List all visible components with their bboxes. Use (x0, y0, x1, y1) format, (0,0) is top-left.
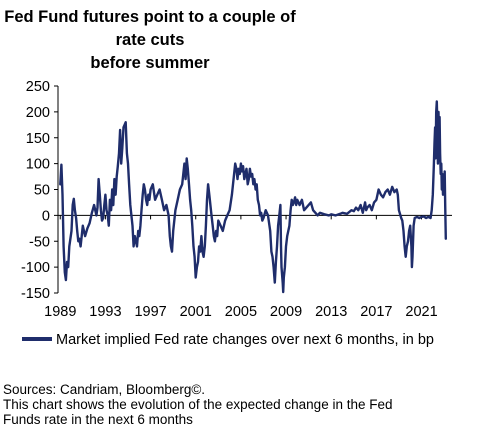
description-line-1: This chart shows the evolution of the ex… (3, 397, 393, 412)
source-note: Sources: Candriam, Bloomberg©. (3, 382, 206, 397)
legend-label: Market implied Fed rate changes over nex… (56, 332, 434, 348)
y-tick-label: -100 (21, 260, 50, 276)
x-tick-label: 1997 (134, 304, 166, 320)
legend: Market implied Fed rate changes over nex… (22, 332, 434, 348)
chart-title-line-1: Fed Fund futures point to a couple of ra… (4, 8, 296, 49)
y-tick-label: -150 (21, 286, 50, 302)
chart-notes: Sources: Candriam, Bloomberg©. This char… (3, 382, 493, 427)
chart-title: Fed Fund futures point to a couple of ra… (0, 6, 300, 75)
y-tick-label: 0 (42, 208, 50, 224)
y-tick-label: 200 (26, 105, 50, 121)
description-line-2: Funds rate in the next 6 months (3, 412, 193, 427)
y-tick-label: 100 (26, 157, 50, 173)
x-tick-label: 1993 (89, 304, 121, 320)
x-tick-label: 2013 (315, 304, 347, 320)
series-layer (59, 100, 447, 294)
x-tick-label: 2009 (270, 304, 302, 320)
x-axis: 1989 1993 1997 2001 2005 2009 2013 2017 2021 (44, 214, 452, 320)
y-tick-label: 150 (26, 131, 50, 147)
y-tick-label: 50 (34, 183, 50, 199)
x-tick-label: 2017 (360, 304, 392, 320)
x-tick-label: 2005 (225, 304, 257, 320)
y-tick-label: 250 (26, 79, 50, 95)
x-tick-label: 2021 (405, 304, 437, 320)
series-line-0 (59, 100, 447, 294)
y-axis: -150 -100 -50 0 50 100 150 200 250 (21, 79, 59, 302)
x-tick-label: 2001 (180, 304, 212, 320)
chart-title-line-2: before summer (90, 54, 210, 72)
y-tick-label: -50 (29, 234, 50, 250)
x-tick-label: 1989 (44, 304, 76, 320)
